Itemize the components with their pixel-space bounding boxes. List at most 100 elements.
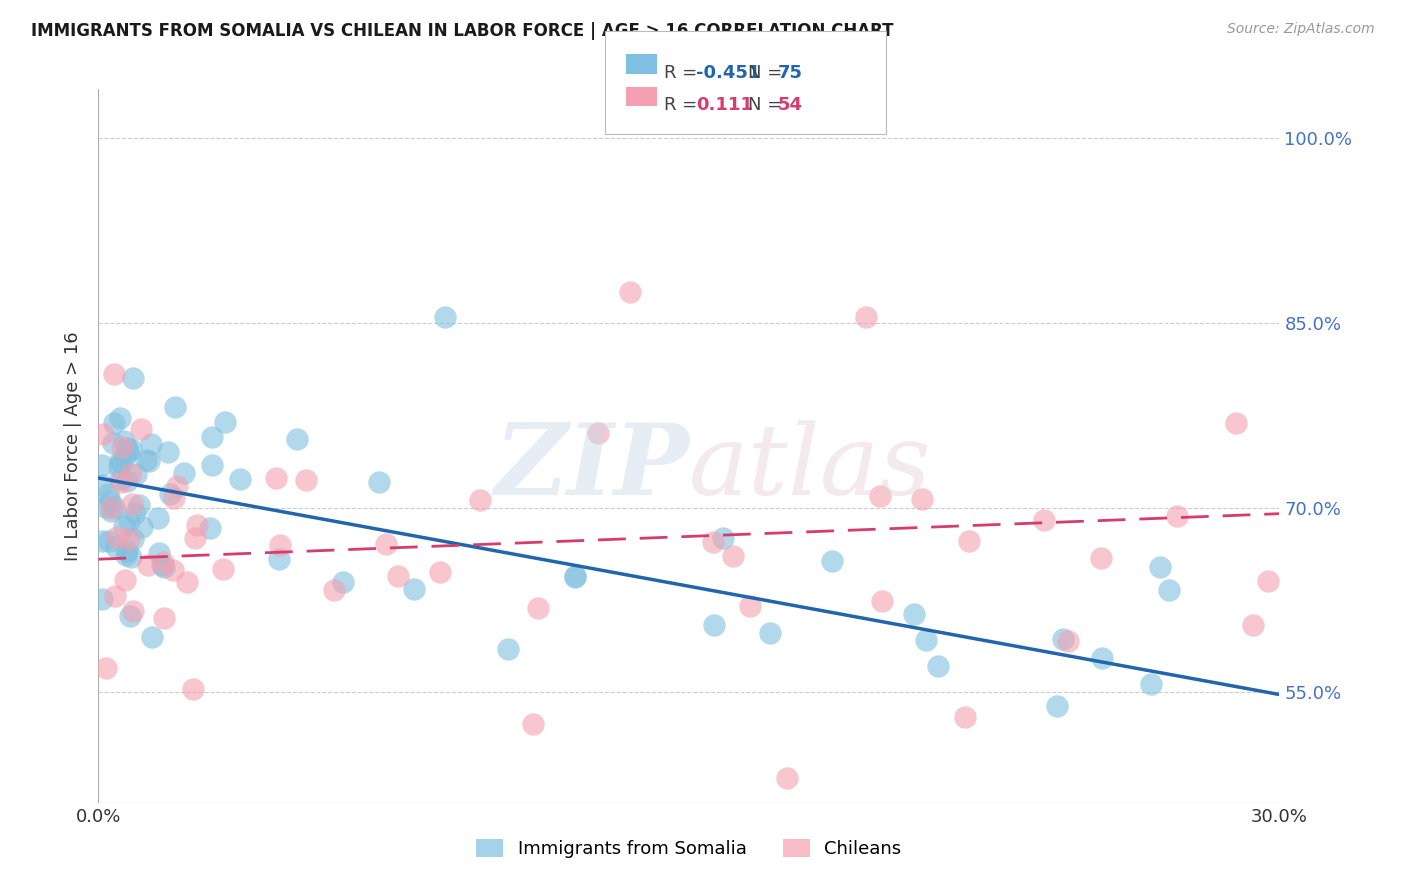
Point [136,558,159,573]
Point [264,471,287,485]
Point [118,532,141,546]
Point [105,530,128,544]
Point [114,574,136,588]
Point [711,531,734,545]
Point [122,532,145,546]
Point [156,445,179,459]
Point [112,434,135,448]
Point [269,538,291,552]
Point [117,475,139,489]
Point [1046,698,1069,713]
Point [159,486,181,500]
Point [103,436,125,450]
Point [98,493,121,508]
Point [152,555,174,569]
Point [821,554,844,568]
Point [98,534,121,549]
Point [135,452,157,467]
Text: Source: ZipAtlas.com: Source: ZipAtlas.com [1227,22,1375,37]
Point [1241,617,1264,632]
Point [294,474,316,488]
Point [721,549,744,563]
Text: N =: N = [748,64,787,82]
Point [1091,650,1114,665]
Point [91,478,114,492]
Text: 0.111: 0.111 [696,96,752,114]
Point [112,518,135,533]
Point [181,681,204,696]
Point [702,535,724,549]
Point [374,537,396,551]
Point [387,569,409,583]
Point [496,641,519,656]
Point [166,479,188,493]
Point [759,625,782,640]
Point [522,717,544,731]
Text: IMMIGRANTS FROM SOMALIA VS CHILEAN IN LABOR FORCE | AGE > 16 CORRELATION CHART: IMMIGRANTS FROM SOMALIA VS CHILEAN IN LA… [31,22,893,40]
Point [100,500,122,515]
Point [564,570,586,584]
Text: R =: R = [664,96,703,114]
Point [184,531,207,545]
Point [433,310,456,324]
Point [91,458,114,472]
Point [138,453,160,467]
Point [212,562,235,576]
Point [120,467,142,481]
Point [103,500,125,514]
Point [526,600,548,615]
Point [927,659,949,673]
Point [108,411,131,425]
Point [776,771,799,785]
Point [870,594,893,608]
Point [110,456,132,470]
Point [1052,632,1074,646]
Point [953,709,976,723]
Point [869,489,891,503]
Point [1157,582,1180,597]
Point [214,415,236,429]
Point [91,591,114,606]
Text: N =: N = [748,96,787,114]
Point [94,500,117,515]
Point [91,426,114,441]
Point [141,630,163,644]
Point [914,632,936,647]
Text: ZIP: ZIP [494,419,689,516]
Text: atlas: atlas [689,420,932,515]
Point [115,442,138,456]
Point [115,543,138,558]
Point [957,534,980,549]
Point [1225,416,1247,430]
Point [153,611,176,625]
Point [186,517,208,532]
Point [148,510,170,524]
Text: 54: 54 [778,96,803,114]
Point [105,540,128,554]
Point [108,459,131,474]
Point [128,498,150,512]
Point [740,599,762,613]
Point [402,582,425,596]
Point [121,604,143,618]
Point [148,546,170,560]
Point [129,422,152,436]
Point [114,548,136,562]
Point [163,491,186,505]
Y-axis label: In Labor Force | Age > 16: In Labor Force | Age > 16 [65,331,83,561]
Point [104,589,127,603]
Point [911,492,934,507]
Point [165,401,187,415]
Point [110,475,132,490]
Point [1166,509,1188,524]
Point [139,436,162,450]
Point [367,475,389,489]
Point [703,618,725,632]
Point [103,416,125,430]
Point [903,607,925,622]
Point [1257,574,1279,588]
Point [323,582,346,597]
Point [619,285,641,300]
Point [153,559,176,574]
Point [120,609,142,624]
